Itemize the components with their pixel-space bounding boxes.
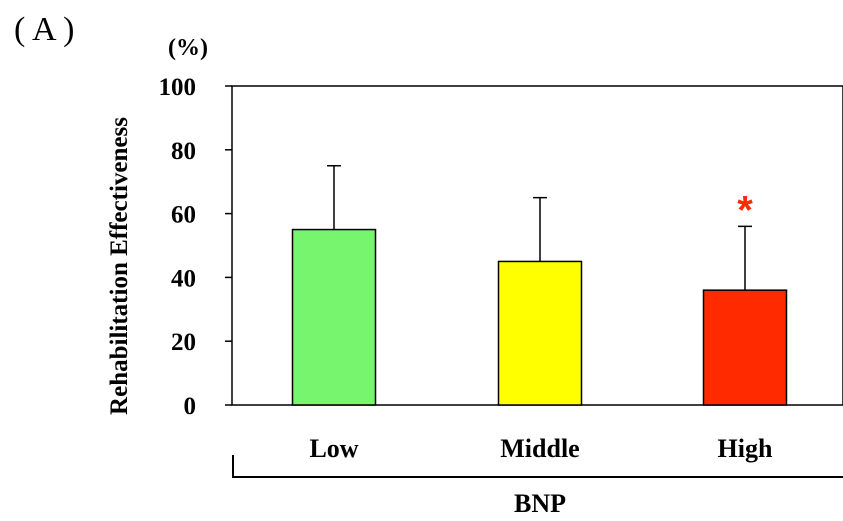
y-tick-label: 60: [171, 202, 196, 229]
y-tick-label: 0: [184, 393, 197, 420]
bar-low: [291, 228, 377, 406]
x-axis-title: BNP: [514, 489, 566, 518]
x-group-bracket: [232, 455, 843, 478]
x-tick-label-low: Low: [309, 434, 358, 463]
y-tick-label: 80: [171, 138, 196, 165]
bar-middle: [497, 260, 583, 406]
y-unit-label: (%): [168, 35, 208, 61]
y-tick-label: 20: [171, 329, 196, 356]
y-tick-label: 100: [159, 74, 197, 101]
x-tick-label-high: High: [718, 434, 773, 463]
bar-high: [702, 289, 788, 406]
y-tick-label: 40: [171, 265, 196, 292]
x-tick-label-middle: Middle: [500, 434, 579, 463]
y-axis-title: Rehabilitation Effectiveness: [106, 117, 133, 415]
panel-label: ( A ): [14, 11, 74, 48]
significance-marker: *: [737, 188, 753, 232]
